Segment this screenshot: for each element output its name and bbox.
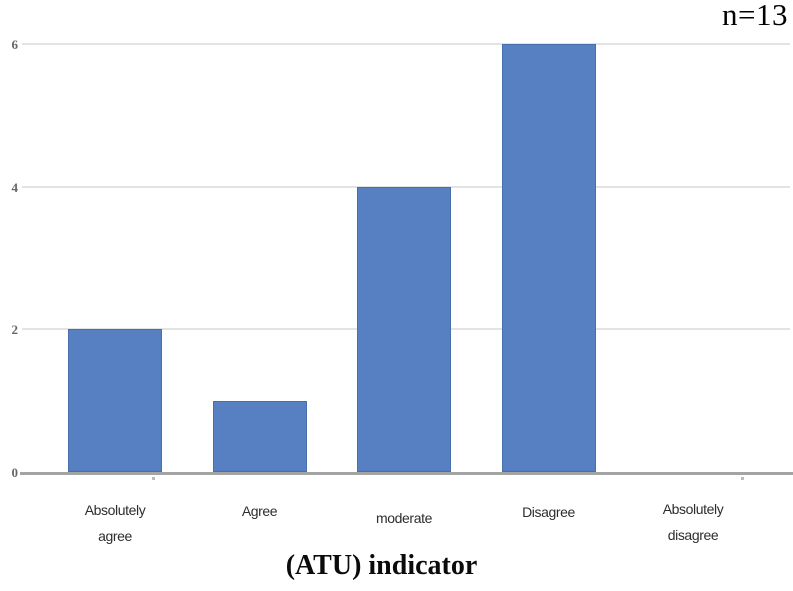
x-axis-line xyxy=(20,472,793,475)
x-category-label: moderate xyxy=(376,510,432,526)
x-axis-title: (ATU) indicator xyxy=(285,550,478,581)
bar-agree xyxy=(212,400,307,472)
y-tick-label: 6 xyxy=(11,37,19,53)
bar-moderate xyxy=(357,186,451,472)
x-category-label: Absolutely agree xyxy=(84,502,146,544)
y-tick-label: 0 xyxy=(11,465,19,480)
x-category-label: Absolutely disagree xyxy=(662,501,724,543)
sample-size-annotation: n=13 xyxy=(722,0,788,32)
axis-tick-mark xyxy=(152,477,155,480)
y-tick-label: 2 xyxy=(11,322,19,338)
bar-disagree xyxy=(501,44,596,472)
bar-absolutely-agree xyxy=(68,329,162,472)
axis-tick-mark xyxy=(741,477,744,480)
x-category-label: Agree xyxy=(241,503,278,519)
gridline xyxy=(22,43,790,46)
x-category-label: Disagree xyxy=(522,504,575,520)
y-tick-label: 4 xyxy=(11,179,19,195)
